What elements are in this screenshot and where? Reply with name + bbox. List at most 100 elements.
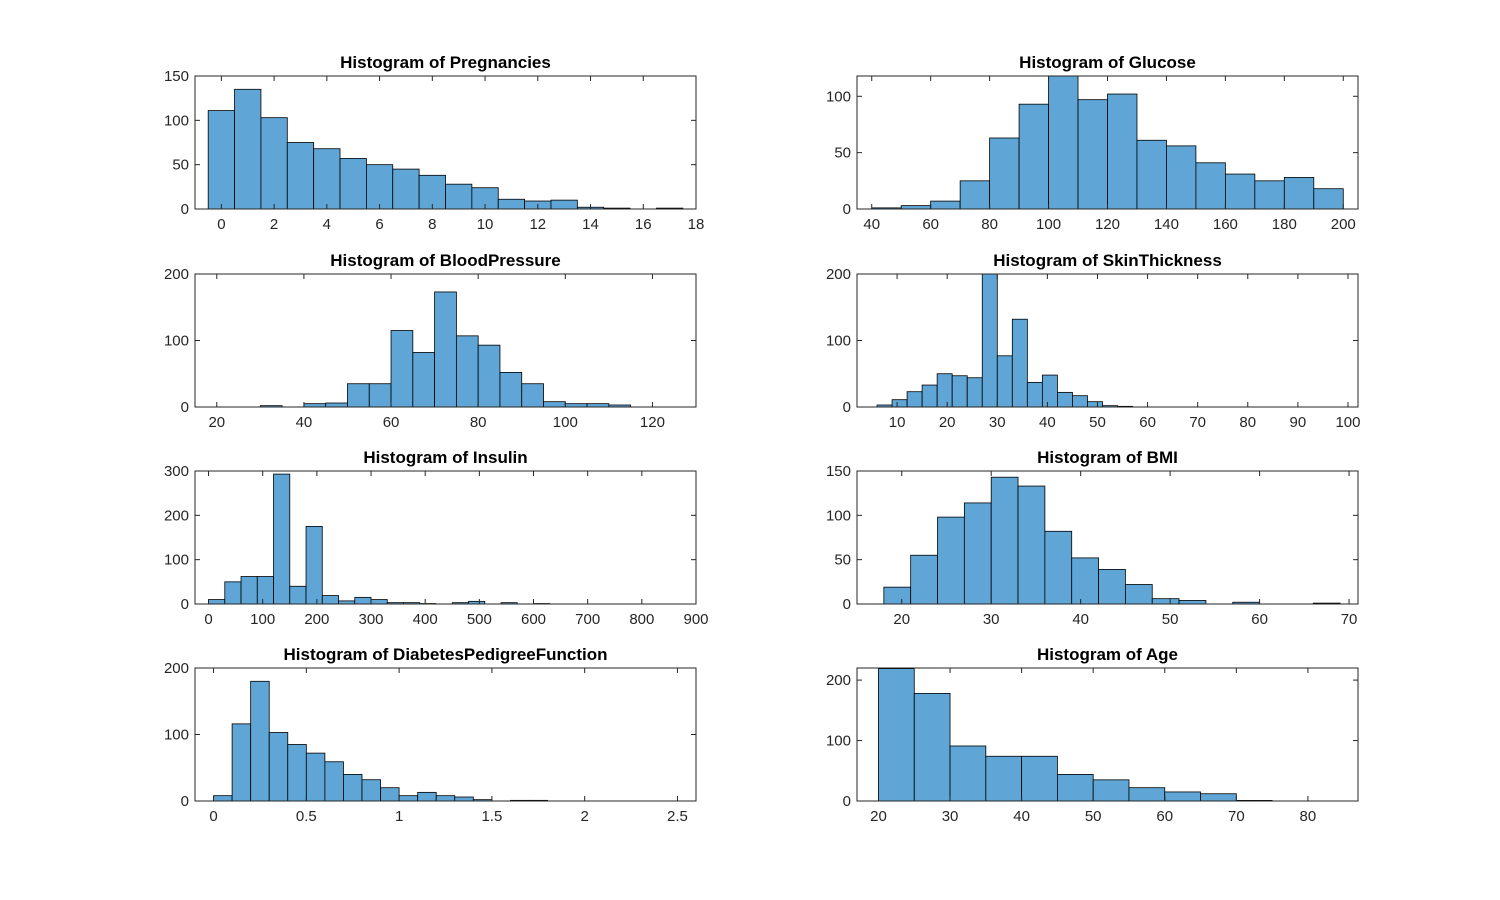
y-tick-label: 200 bbox=[164, 507, 189, 524]
histogram-bar bbox=[455, 335, 479, 407]
y-tick-label: 100 bbox=[826, 88, 851, 105]
panel-insulin: Histogram of Insulin 0 100 200 300 400 500 600… bbox=[164, 448, 709, 628]
histogram-bar bbox=[930, 200, 961, 209]
x-tick-label: 200 bbox=[1331, 216, 1356, 233]
histogram-bar bbox=[339, 158, 367, 209]
x-tick-label: 80 bbox=[1239, 414, 1256, 431]
x-tick-label: 90 bbox=[1290, 414, 1307, 431]
histogram-bar bbox=[1166, 145, 1197, 209]
histogram-bar bbox=[398, 795, 419, 801]
y-tick-label: 0 bbox=[843, 399, 851, 416]
histogram-bar bbox=[1018, 103, 1049, 209]
x-tick-label: 100 bbox=[250, 611, 275, 628]
y-tick-label: 100 bbox=[164, 727, 189, 744]
histogram-bar bbox=[521, 383, 544, 407]
x-tick-label: 0.5 bbox=[296, 808, 317, 825]
histogram-bar bbox=[1071, 557, 1099, 604]
histogram-bar bbox=[985, 755, 1023, 801]
histogram-bar bbox=[550, 199, 578, 209]
x-tick-label: 800 bbox=[629, 611, 654, 628]
x-tick-label: 500 bbox=[467, 611, 492, 628]
histogram-bar bbox=[1044, 530, 1073, 604]
histogram-bar bbox=[477, 344, 501, 407]
histogram-bar bbox=[370, 599, 388, 604]
histogram-bar bbox=[921, 384, 938, 407]
x-tick-label: 60 bbox=[1251, 611, 1268, 628]
histogram-bar bbox=[417, 791, 437, 801]
histogram-bar bbox=[499, 372, 523, 407]
x-tick-label: 60 bbox=[1156, 808, 1173, 825]
x-tick-label: 2 bbox=[270, 216, 278, 233]
histogram-bar bbox=[208, 599, 226, 604]
x-tick-label: 400 bbox=[413, 611, 438, 628]
histogram-bar bbox=[234, 88, 262, 209]
histogram-bar bbox=[434, 291, 457, 407]
y-tick-label: 0 bbox=[843, 793, 851, 810]
x-tick-label: 4 bbox=[323, 216, 331, 233]
x-tick-label: 80 bbox=[1300, 808, 1317, 825]
histogram-bar bbox=[1098, 569, 1126, 604]
x-tick-label: 1 bbox=[395, 808, 403, 825]
histogram-bar bbox=[543, 401, 566, 407]
chart-title: Histogram of BloodPressure bbox=[330, 251, 561, 270]
y-tick-label: 0 bbox=[181, 201, 189, 218]
x-tick-label: 700 bbox=[575, 611, 600, 628]
y-tick-label: 100 bbox=[826, 333, 851, 350]
histogram-bar bbox=[1136, 139, 1167, 209]
y-tick-label: 50 bbox=[834, 145, 851, 162]
y-tick-label: 100 bbox=[826, 733, 851, 750]
histogram-bar bbox=[1057, 774, 1094, 801]
bars bbox=[871, 76, 1344, 209]
histogram-bar bbox=[305, 752, 326, 801]
x-tick-label: 300 bbox=[359, 611, 384, 628]
histogram-bar bbox=[1224, 173, 1256, 209]
x-tick-label: 16 bbox=[635, 216, 652, 233]
y-tick-label: 150 bbox=[164, 68, 189, 85]
x-tick-label: 50 bbox=[1162, 611, 1179, 628]
bars bbox=[876, 274, 1133, 407]
chart-title: Histogram of Insulin bbox=[363, 448, 527, 467]
histogram-bar bbox=[1011, 318, 1028, 407]
histogram-bar bbox=[286, 142, 315, 209]
axes-frame bbox=[856, 470, 1359, 605]
histogram-bar bbox=[305, 526, 323, 604]
bars bbox=[883, 476, 1341, 604]
y-tick-label: 300 bbox=[164, 463, 189, 480]
y-tick-label: 0 bbox=[181, 399, 189, 416]
histogram-bar bbox=[224, 581, 242, 604]
x-tick-label: 30 bbox=[989, 414, 1006, 431]
histogram-bar bbox=[454, 796, 474, 801]
histogram-bar bbox=[936, 373, 953, 407]
y-tick-label: 0 bbox=[843, 596, 851, 613]
histogram-bar bbox=[996, 355, 1013, 407]
histogram-bar bbox=[937, 516, 965, 604]
bars bbox=[207, 88, 684, 209]
y-tick-label: 100 bbox=[164, 333, 189, 350]
x-tick-label: 12 bbox=[529, 216, 546, 233]
histogram-bar bbox=[1107, 93, 1138, 209]
histogram-bar bbox=[207, 110, 235, 209]
histogram-bar bbox=[289, 585, 307, 604]
histogram-bar bbox=[260, 117, 288, 209]
y-tick-label: 0 bbox=[181, 596, 189, 613]
histogram-bar bbox=[1124, 584, 1153, 604]
panel-pregnancies: Histogram of Pregnancies 0 2 4 6 8 10 12 14 16 18… bbox=[164, 53, 704, 233]
histogram-bar bbox=[1200, 793, 1237, 801]
histogram-bar bbox=[963, 502, 992, 604]
panel-glucose: Histogram of Glucose 40 60 80 100 120 140 160 1… bbox=[826, 53, 1359, 233]
histogram-bar bbox=[1072, 395, 1088, 407]
histogram-bar bbox=[1077, 99, 1108, 209]
histogram-bar bbox=[240, 576, 258, 604]
histogram-bar bbox=[981, 274, 998, 407]
x-tick-label: 0 bbox=[217, 216, 225, 233]
histogram-bar bbox=[906, 391, 923, 407]
x-tick-label: 160 bbox=[1213, 216, 1238, 233]
x-tick-label: 2 bbox=[580, 808, 588, 825]
histogram-bar bbox=[418, 174, 446, 209]
x-tick-label: 18 bbox=[688, 216, 705, 233]
y-tick-label: 200 bbox=[826, 266, 851, 283]
x-tick-label: 100 bbox=[553, 414, 578, 431]
x-tick-label: 0 bbox=[204, 611, 212, 628]
histogram-bar bbox=[949, 745, 987, 801]
y-tick-label: 100 bbox=[826, 507, 851, 524]
